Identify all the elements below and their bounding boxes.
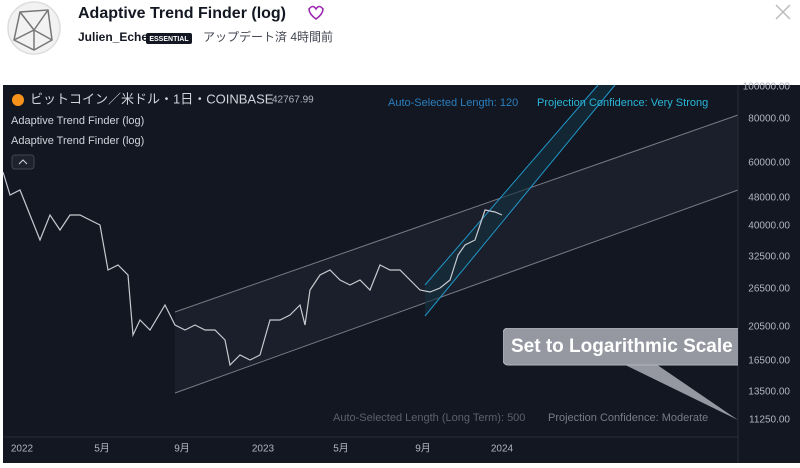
collapse-button[interactable] bbox=[11, 154, 35, 170]
price-label: 11250.00 bbox=[749, 415, 790, 426]
badge: ESSENTIAL bbox=[149, 36, 189, 43]
script-title: Adaptive Trend Finder (log) bbox=[78, 5, 286, 22]
indicator-label: Adaptive Trend Finder (log) bbox=[11, 135, 144, 147]
price-label: 26500.00 bbox=[748, 284, 790, 295]
last-price: 42767.99 bbox=[272, 95, 314, 106]
symbol: ビットコイン／米ドル・1日・COINBASE bbox=[30, 91, 274, 106]
bitcoin-icon bbox=[12, 94, 24, 106]
price-label: 16500.00 bbox=[748, 356, 790, 367]
price-label: 80000.00 bbox=[748, 114, 790, 125]
price-label: 48000.00 bbox=[748, 193, 790, 204]
price-line bbox=[2, 171, 503, 367]
time-label: 5月 bbox=[94, 443, 110, 455]
long-channel-upper bbox=[174, 114, 739, 313]
short-channel-upper bbox=[424, 84, 599, 286]
time-label: 5月 bbox=[333, 443, 349, 455]
callout-box bbox=[503, 328, 738, 366]
price-label: 100000.00 bbox=[743, 82, 791, 93]
indicator-label: Adaptive Trend Finder (log) bbox=[11, 115, 144, 127]
callout-text: Set to Logarithmic Scale bbox=[511, 336, 733, 357]
price-label: 32500.00 bbox=[748, 252, 790, 263]
time-label: 2023 bbox=[252, 444, 275, 455]
close-button[interactable] bbox=[775, 4, 791, 20]
short-length: Auto-Selected Length: 120 bbox=[388, 97, 518, 109]
time-label: 2022 bbox=[11, 444, 34, 455]
short-channel-lower bbox=[424, 84, 616, 317]
time-label: 2024 bbox=[491, 444, 514, 455]
long-length: Auto-Selected Length (Long Term): 500 bbox=[333, 412, 525, 424]
favorite-icon[interactable] bbox=[308, 5, 324, 20]
price-label: 40000.00 bbox=[748, 221, 790, 232]
callout-clip: Set to Logarithmic Scale bbox=[503, 328, 738, 366]
time-label: 9月 bbox=[174, 443, 190, 455]
short-confidence: Projection Confidence: Very Strong bbox=[537, 97, 708, 109]
updated: アップデート済 4時間前 bbox=[203, 29, 333, 44]
price-label: 20500.00 bbox=[748, 322, 790, 333]
callout-pointer bbox=[615, 360, 738, 420]
author[interactable]: Julien_Eche bbox=[78, 30, 148, 44]
avatar[interactable] bbox=[7, 1, 61, 55]
badge-bg bbox=[146, 33, 192, 44]
price-label: 13500.00 bbox=[748, 387, 790, 398]
long-channel-lower bbox=[174, 189, 739, 394]
long-confidence: Projection Confidence: Moderate bbox=[548, 412, 708, 424]
price-label: 60000.00 bbox=[748, 158, 790, 169]
time-label: 9月 bbox=[415, 443, 431, 455]
collapse-icon bbox=[18, 159, 28, 165]
